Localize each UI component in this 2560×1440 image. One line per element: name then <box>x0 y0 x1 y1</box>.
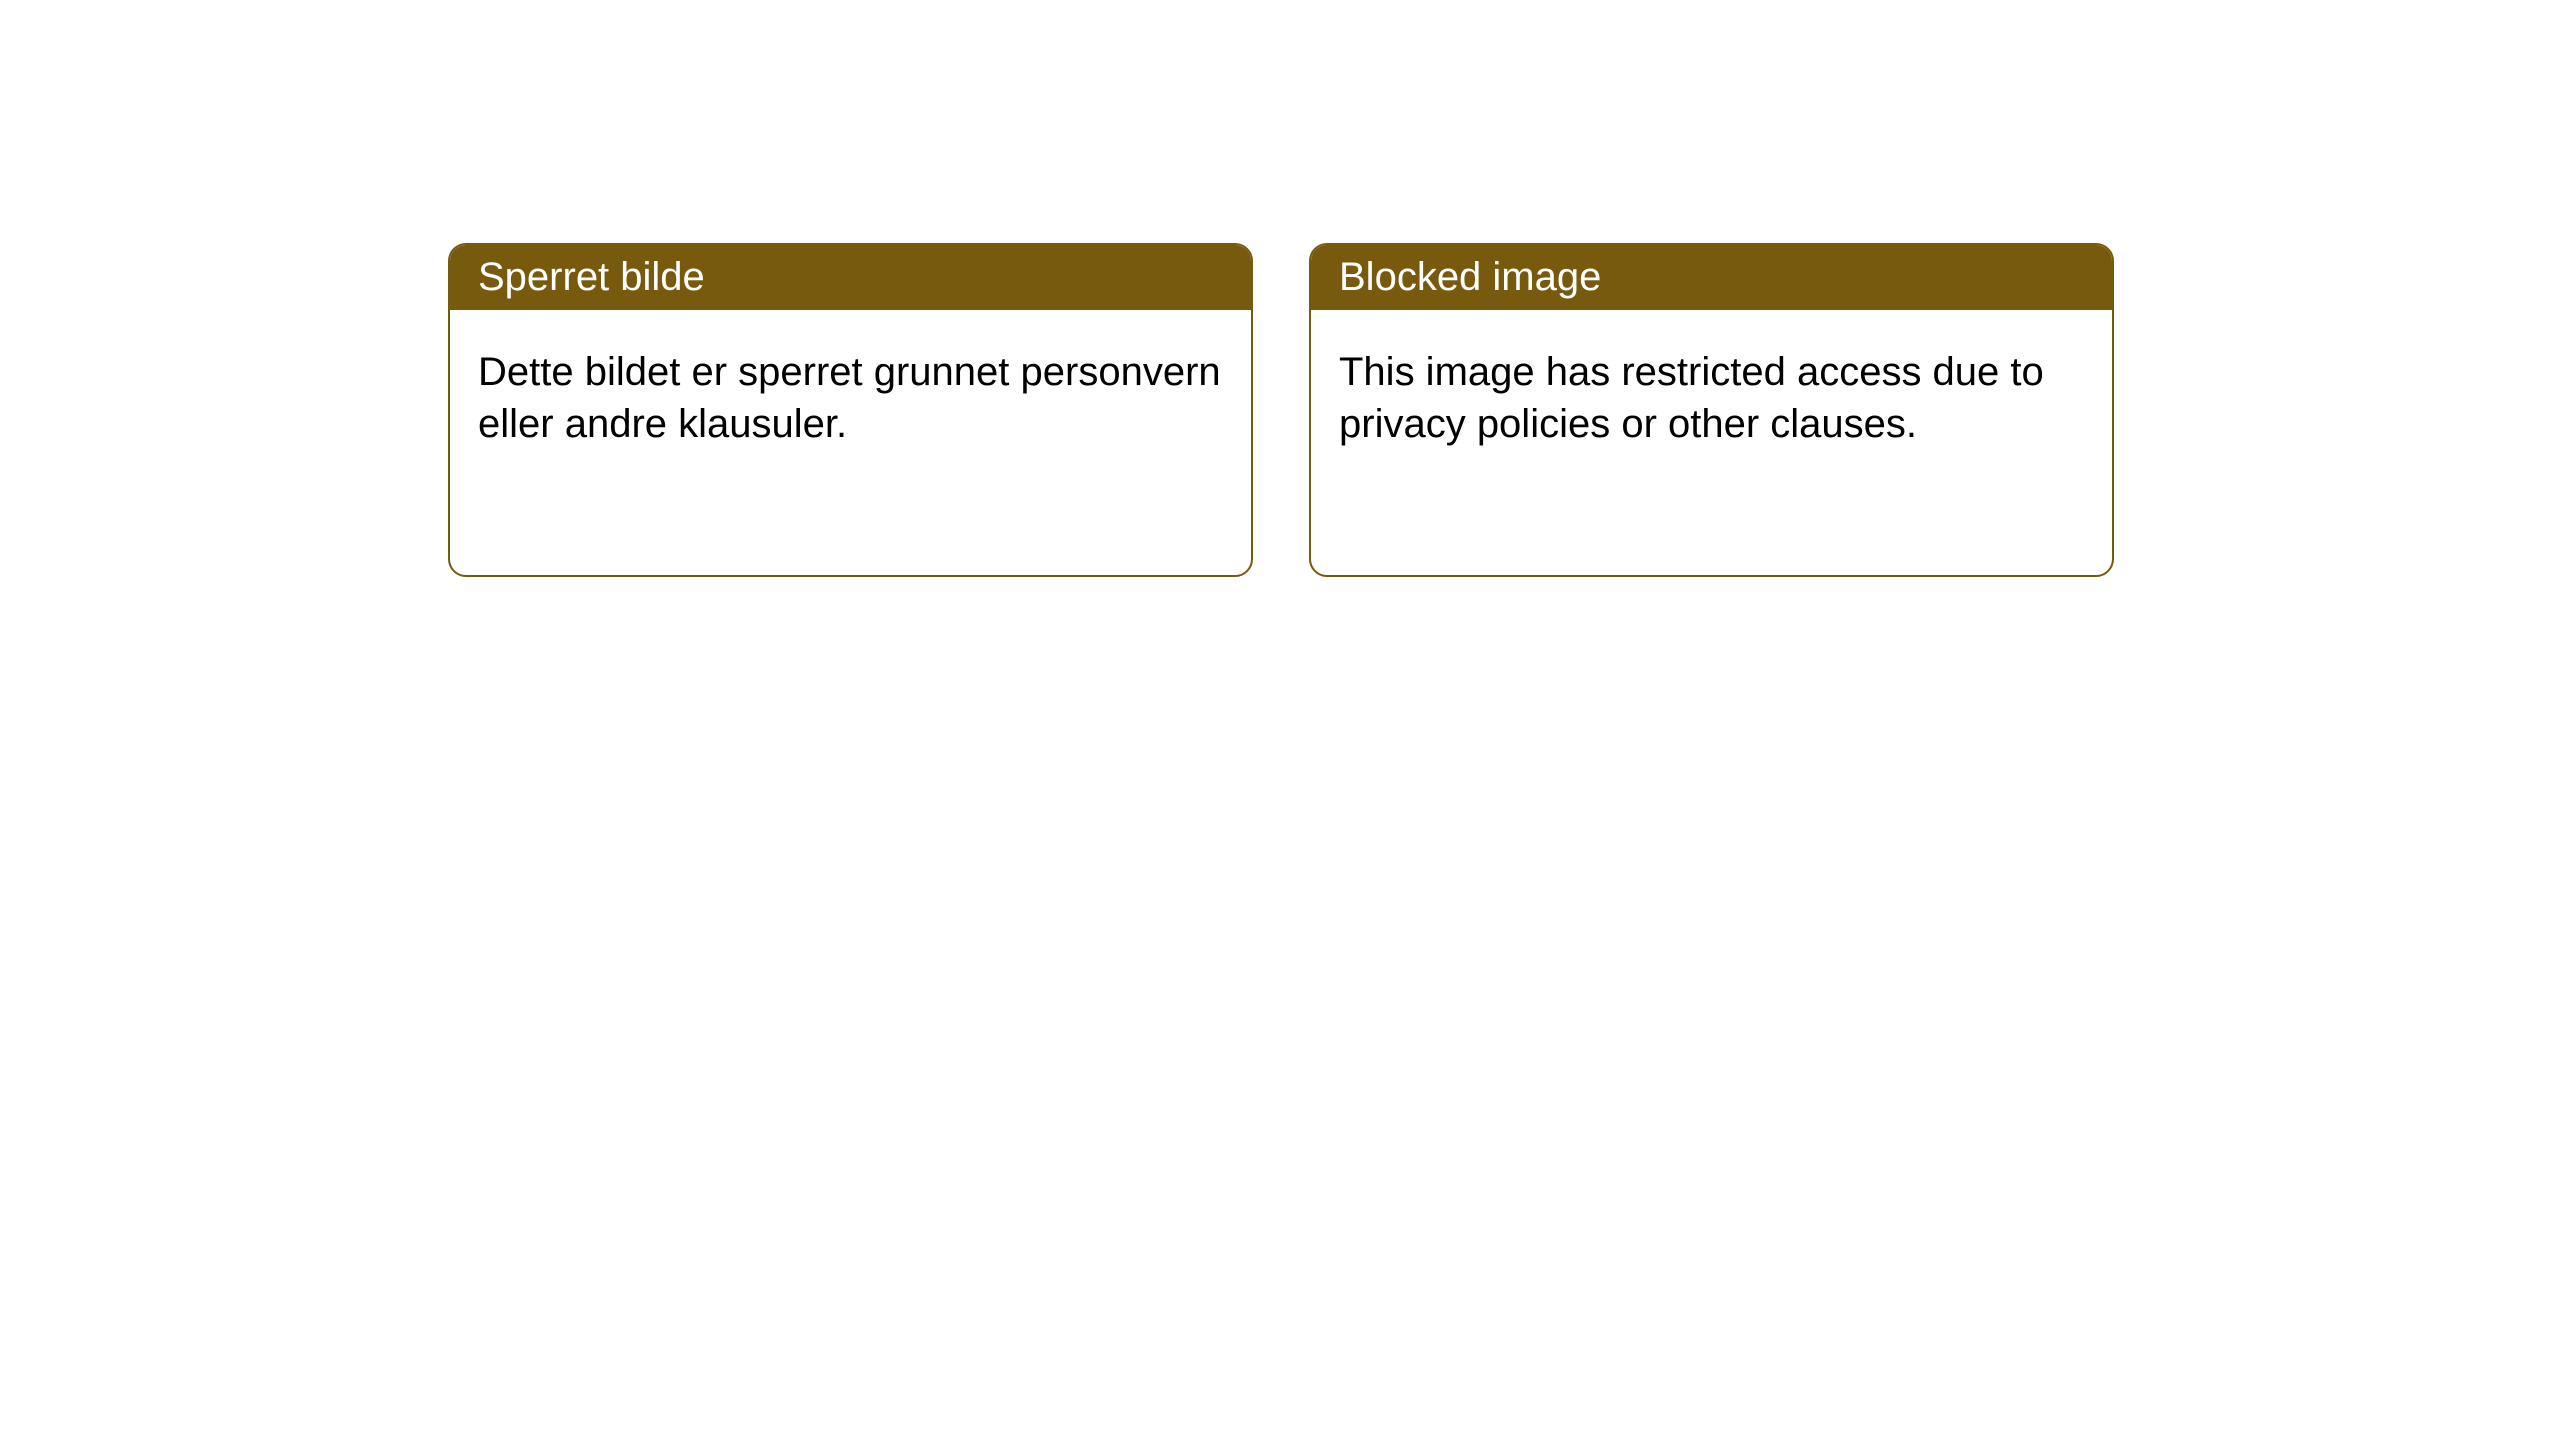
notice-card-english: Blocked image This image has restricted … <box>1309 243 2114 577</box>
card-body: Dette bildet er sperret grunnet personve… <box>450 310 1251 486</box>
notice-cards-container: Sperret bilde Dette bildet er sperret gr… <box>0 0 2560 577</box>
card-title: Sperret bilde <box>478 255 705 299</box>
notice-card-norwegian: Sperret bilde Dette bildet er sperret gr… <box>448 243 1253 577</box>
card-body: This image has restricted access due to … <box>1311 310 2112 486</box>
card-header: Sperret bilde <box>450 245 1251 310</box>
card-title: Blocked image <box>1339 255 1601 299</box>
card-body-text: This image has restricted access due to … <box>1339 350 2044 446</box>
card-header: Blocked image <box>1311 245 2112 310</box>
card-body-text: Dette bildet er sperret grunnet personve… <box>478 350 1221 446</box>
